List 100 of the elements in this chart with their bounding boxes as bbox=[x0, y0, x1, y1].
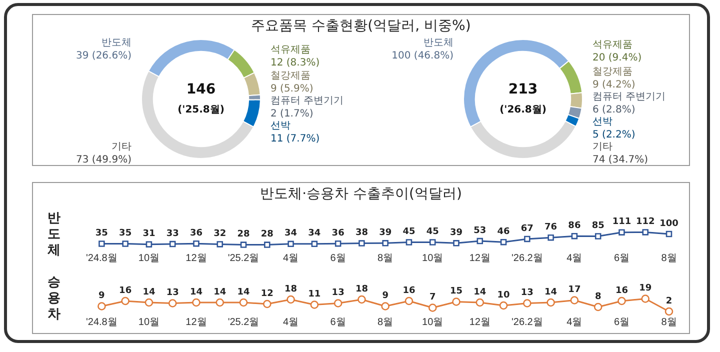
data-label: 16 bbox=[402, 286, 416, 296]
point bbox=[311, 240, 318, 248]
slice-label: 선박 bbox=[592, 116, 612, 128]
x-tick-label: 6월 bbox=[614, 316, 630, 328]
data-label: 12 bbox=[260, 288, 274, 299]
data-label: 31 bbox=[142, 229, 156, 240]
slice-label: 철강제품 bbox=[592, 66, 632, 78]
data-label: 9 bbox=[382, 291, 388, 302]
data-label: 16 bbox=[615, 286, 628, 296]
x-tick-label: '25.2월 bbox=[228, 316, 260, 328]
data-label: 111 bbox=[612, 217, 632, 228]
point bbox=[263, 300, 272, 308]
data-label: 32 bbox=[214, 229, 226, 240]
data-label: 9 (5.9%) bbox=[270, 83, 314, 94]
x-tick-label: 10월 bbox=[138, 252, 160, 264]
point bbox=[358, 295, 366, 304]
data-label: 76 bbox=[544, 222, 558, 232]
data-label: 86 bbox=[568, 220, 581, 231]
point bbox=[500, 238, 507, 246]
data-label: 14 bbox=[214, 287, 226, 298]
x-tick-label: 6월 bbox=[330, 252, 346, 264]
x-tick-label: 8월 bbox=[661, 316, 677, 328]
point bbox=[382, 240, 388, 246]
point bbox=[286, 295, 295, 304]
data-label: 100 (46.8%) bbox=[392, 50, 454, 62]
data-label: 11 bbox=[308, 290, 321, 300]
data-label: 67 bbox=[520, 224, 534, 234]
data-label: 28 bbox=[260, 230, 274, 240]
point bbox=[641, 294, 650, 303]
point bbox=[168, 299, 177, 308]
data-label: 18 bbox=[284, 284, 298, 294]
x-tick-label: 12월 bbox=[469, 252, 490, 264]
point bbox=[404, 296, 414, 306]
data-label: 2 (1.7%) bbox=[270, 108, 314, 120]
point bbox=[428, 304, 437, 312]
data-label: 46 bbox=[497, 226, 510, 237]
data-label: 13 bbox=[166, 288, 179, 298]
point bbox=[264, 242, 270, 248]
point bbox=[476, 238, 484, 244]
x-tick-label: '24.8월 bbox=[86, 316, 118, 328]
point bbox=[121, 296, 130, 306]
data-label: 18 bbox=[355, 284, 368, 294]
data-label: 28 bbox=[237, 230, 250, 240]
point bbox=[618, 296, 626, 306]
data-label: 17 bbox=[568, 285, 581, 296]
data-label: 7 bbox=[429, 292, 436, 303]
data-label: 36 bbox=[332, 228, 344, 238]
point bbox=[310, 300, 319, 309]
data-label: 39 bbox=[379, 228, 392, 238]
data-label: 33 bbox=[166, 228, 179, 239]
data-label: 16 bbox=[119, 286, 132, 296]
x-tick-label: 4월 bbox=[283, 316, 299, 328]
point bbox=[216, 298, 224, 307]
data-label: 85 bbox=[592, 221, 604, 232]
data-label: 34 bbox=[308, 228, 321, 239]
x-tick-label: 10월 bbox=[422, 252, 444, 264]
data-label: 6 (2.8%) bbox=[592, 104, 636, 116]
x-tick-label: 4월 bbox=[283, 252, 299, 264]
x-tick-label: '25.2월 bbox=[228, 252, 260, 264]
slice-label: 반도체 bbox=[424, 38, 454, 49]
point bbox=[642, 229, 648, 236]
point bbox=[548, 234, 554, 241]
data-label: 14 bbox=[474, 287, 486, 298]
x-tick-label: 8월 bbox=[661, 252, 677, 264]
point bbox=[571, 232, 578, 240]
data-label: 35 bbox=[119, 228, 132, 239]
data-label: 9 (4.2%) bbox=[592, 80, 636, 91]
data-label: 15 bbox=[450, 286, 463, 297]
data-label: 45 bbox=[426, 227, 439, 238]
text: ('25.8월) bbox=[178, 104, 224, 116]
data-label: 10 bbox=[497, 290, 510, 300]
data-label: 39 bbox=[450, 228, 463, 238]
x-tick-label: 8월 bbox=[378, 316, 394, 328]
data-label: 35 bbox=[95, 228, 108, 239]
text: ('26.8월) bbox=[500, 104, 546, 116]
chart-title: 반도체·승용차 수출추이(억달러) bbox=[259, 185, 463, 203]
point bbox=[594, 302, 602, 312]
point bbox=[193, 240, 200, 247]
data-label: 5 (2.2%) bbox=[592, 130, 636, 141]
slice-label: 기타 bbox=[592, 142, 612, 153]
point bbox=[664, 307, 674, 316]
point bbox=[334, 299, 342, 308]
text: 146 bbox=[186, 82, 216, 98]
point bbox=[406, 239, 412, 246]
data-label: 12 (8.3%) bbox=[270, 58, 320, 69]
data-label: 13 bbox=[520, 288, 534, 298]
slice-label: 석유제품 bbox=[592, 39, 632, 50]
point bbox=[334, 240, 342, 247]
data-label: 14 bbox=[190, 287, 203, 298]
data-label: 73 (49.9%) bbox=[76, 154, 132, 166]
point bbox=[358, 240, 365, 246]
point bbox=[666, 230, 672, 238]
x-tick-label: '24.8월 bbox=[86, 252, 118, 264]
point bbox=[594, 233, 602, 240]
x-tick-label: 4월 bbox=[566, 252, 582, 264]
data-label: 36 bbox=[190, 228, 203, 238]
data-label: 100 bbox=[660, 218, 678, 229]
point bbox=[570, 296, 579, 304]
x-tick-label: 12월 bbox=[186, 316, 207, 328]
point bbox=[524, 236, 530, 242]
